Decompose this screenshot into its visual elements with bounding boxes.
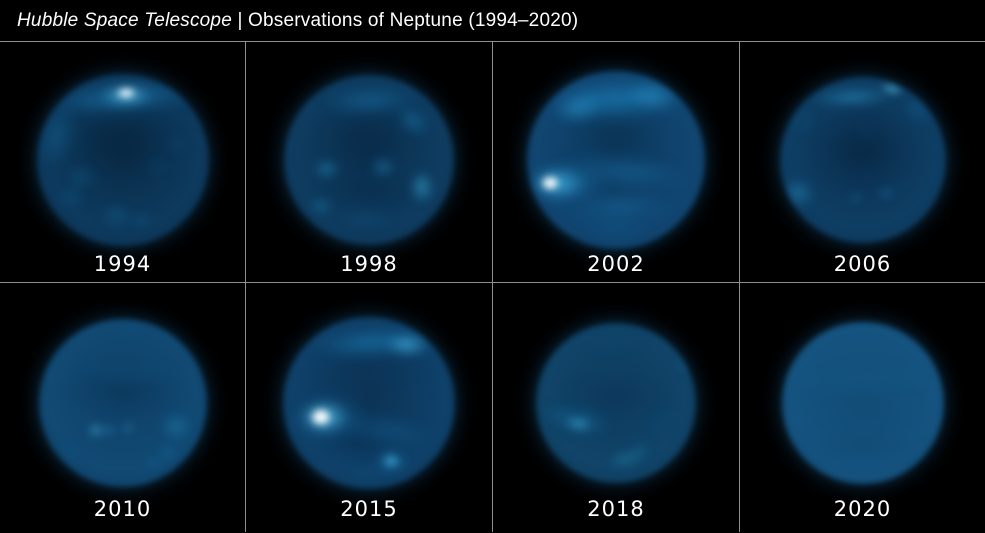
- neptune-panel-2002: 2002: [493, 42, 739, 282]
- cloud-feature: [848, 193, 864, 204]
- cloud-feature: [335, 211, 397, 225]
- cloud-feature: [864, 417, 878, 428]
- cloud-feature: [167, 134, 185, 155]
- cloud-feature: [567, 113, 665, 157]
- neptune-panel-1998: 1998: [246, 42, 492, 282]
- neptune-image-2002: [527, 71, 705, 249]
- cloud-feature: [816, 123, 909, 177]
- cloud-feature: [62, 447, 83, 460]
- cloud-feature: [123, 327, 142, 338]
- cloud-feature: [381, 454, 401, 469]
- cloud-feature: [58, 188, 83, 204]
- cloud-feature: [561, 384, 671, 410]
- cloud-feature: [313, 160, 340, 177]
- cloud-feature: [338, 467, 394, 480]
- cloud-feature: [371, 159, 394, 175]
- cloud-feature: [309, 407, 333, 427]
- year-label-2010: 2010: [93, 497, 152, 521]
- cloud-feature: [876, 187, 895, 199]
- cloud-feature: [163, 415, 189, 438]
- page-title: Hubble Space Telescope | Observations of…: [17, 10, 578, 32]
- title-bar: Hubble Space Telescope | Observations of…: [0, 0, 985, 42]
- cloud-feature: [131, 214, 151, 227]
- year-label-2015: 2015: [340, 497, 398, 521]
- cloud-feature: [644, 408, 684, 436]
- neptune-panel-2006: 2006: [740, 42, 985, 282]
- year-label-2006: 2006: [833, 252, 892, 276]
- year-label-2018: 2018: [587, 497, 645, 521]
- year-label-1994: 1994: [93, 252, 152, 276]
- cloud-feature: [159, 447, 177, 460]
- neptune-panel-1994: 1994: [0, 42, 245, 282]
- panel-grid: 1994 1998 2002 2006 2010 2015 2018: [0, 42, 985, 532]
- cloud-feature: [75, 365, 183, 381]
- year-label-1998: 1998: [340, 252, 398, 276]
- neptune-panel-2018: 2018: [493, 283, 739, 532]
- cloud-feature: [67, 168, 95, 186]
- cloud-feature: [790, 108, 818, 135]
- cloud-feature: [794, 370, 931, 390]
- neptune-image-2010: [38, 319, 207, 487]
- neptune-image-2015: [283, 317, 455, 489]
- year-label-2020: 2020: [833, 497, 892, 521]
- cloud-feature: [310, 199, 333, 213]
- cloud-feature: [781, 182, 814, 204]
- title-mission-name: Hubble Space Telescope: [17, 9, 232, 31]
- neptune-image-2018: [536, 323, 696, 483]
- neptune-panel-2010: 2010: [0, 283, 245, 532]
- neptune-image-1998: [284, 75, 454, 245]
- cloud-feature: [319, 114, 412, 159]
- cloud-feature: [69, 115, 169, 164]
- cloud-feature: [797, 427, 928, 460]
- cloud-feature: [119, 423, 136, 434]
- title-subject: | Observations of Neptune (1994–2020): [231, 9, 579, 31]
- cloud-feature: [305, 354, 433, 380]
- neptune-image-2020: [781, 322, 944, 484]
- cloud-feature: [792, 395, 933, 418]
- cloud-feature: [902, 95, 933, 125]
- cloud-feature: [314, 177, 424, 204]
- cloud-feature: [58, 381, 187, 405]
- cloud-feature: [115, 86, 137, 99]
- neptune-image-1994: [36, 74, 209, 246]
- cloud-feature: [540, 175, 560, 192]
- cloud-feature: [580, 222, 652, 237]
- neptune-image-2006: [779, 77, 946, 243]
- cloud-feature: [144, 159, 169, 175]
- cloud-feature: [102, 424, 116, 435]
- neptune-panel-2015: 2015: [246, 283, 492, 532]
- neptune-panel-2020: 2020: [740, 283, 985, 532]
- cloud-feature: [146, 458, 163, 469]
- cloud-feature: [580, 334, 646, 351]
- cloud-feature: [88, 424, 104, 436]
- cloud-feature: [101, 207, 133, 223]
- cloud-feature: [675, 359, 691, 371]
- year-label-2002: 2002: [587, 252, 645, 276]
